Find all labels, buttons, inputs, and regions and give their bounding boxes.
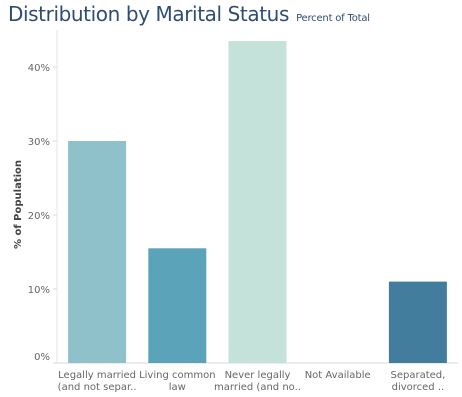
chart-title-row: Distribution by Marital Status Percent o… xyxy=(8,2,370,26)
y-tick-label: 40% xyxy=(28,63,50,74)
x-tick-label: Legally married (and not separ.. xyxy=(58,370,137,393)
bar xyxy=(388,281,447,363)
x-tick-label: Separated, divorced .. xyxy=(390,370,445,393)
y-axis-title: % of Population xyxy=(13,160,24,249)
x-tick-label: Not Available xyxy=(305,370,371,381)
bar xyxy=(148,248,207,363)
y-tick-label: 0% xyxy=(34,352,50,363)
bar xyxy=(68,141,127,363)
y-tick-label: 10% xyxy=(28,285,50,296)
chart-subtitle: Percent of Total xyxy=(296,13,370,24)
y-tick-label: 30% xyxy=(28,137,50,148)
y-tick-label: 20% xyxy=(28,211,50,222)
x-tick-label: Never legally married (and no.. xyxy=(214,370,301,393)
x-tick-label: Living common law xyxy=(139,370,215,393)
bar xyxy=(228,41,287,363)
chart-title: Distribution by Marital Status xyxy=(8,2,289,26)
